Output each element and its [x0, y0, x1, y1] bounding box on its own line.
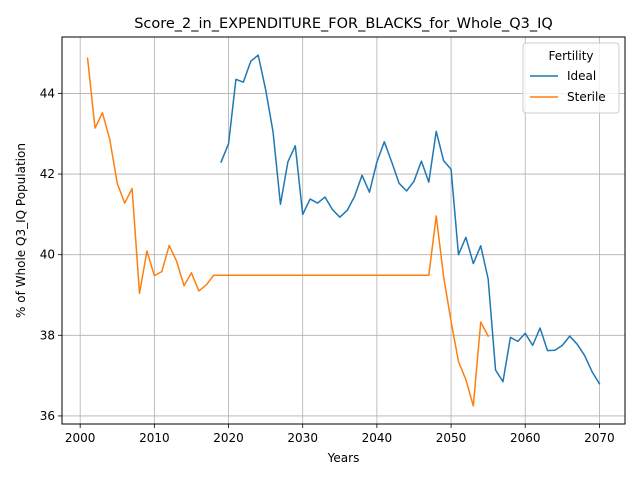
- series-layer: [86, 54, 601, 407]
- x-tick-label: 2040: [362, 431, 393, 445]
- y-tick-label: 44: [40, 86, 55, 100]
- x-tick-label: 2050: [436, 431, 467, 445]
- y-tick-label: 42: [40, 167, 55, 181]
- legend-box: [522, 42, 620, 114]
- plot-frame: [61, 36, 626, 425]
- legend-title: Fertility: [548, 49, 593, 63]
- y-tick-label: 38: [40, 328, 55, 342]
- legend-label-ideal: Ideal: [567, 69, 596, 83]
- x-tick-label: 2010: [139, 431, 170, 445]
- chart-title: Score_2_in_EXPENDITURE_FOR_BLACKS_for_Wh…: [134, 16, 553, 32]
- legend: Fertility Ideal Sterile: [522, 42, 620, 114]
- x-axis-label: Years: [327, 451, 360, 465]
- y-tick-label: 40: [40, 248, 55, 262]
- legend-label-sterile: Sterile: [567, 90, 606, 104]
- x-tick-label: 2060: [510, 431, 541, 445]
- y-tick-label: 36: [40, 409, 55, 423]
- y-axis: 36 38 40 42 44: [40, 86, 62, 423]
- x-tick-label: 2030: [287, 431, 318, 445]
- y-axis-label: % of Whole Q3_IQ Population: [14, 143, 28, 318]
- x-tick-label: 2020: [213, 431, 244, 445]
- x-tick-label: 2000: [65, 431, 96, 445]
- series-line-ideal: [220, 54, 601, 385]
- x-tick-label: 2070: [584, 431, 615, 445]
- x-axis: 2000 2010 2020 2030 2040 2050 2060 2070: [65, 424, 615, 445]
- series-line-sterile: [86, 57, 490, 407]
